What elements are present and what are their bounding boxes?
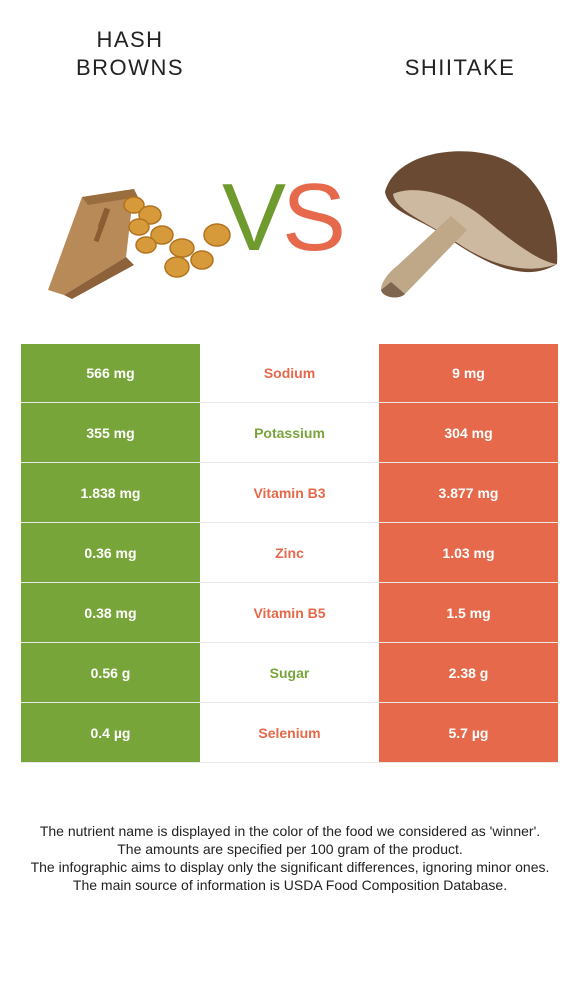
nutrient-name: Potassium bbox=[200, 402, 379, 463]
table-row: 0.36 mg Zinc 1.03 mg bbox=[21, 522, 558, 583]
shiitake-value: 3.877 mg bbox=[379, 462, 558, 523]
table-row: 0.4 µg Selenium 5.7 µg bbox=[21, 702, 558, 763]
note-winner-color: The nutrient name is displayed in the co… bbox=[39, 823, 541, 839]
shiitake-value: 2.38 g bbox=[379, 642, 558, 703]
hash-browns-value: 0.36 mg bbox=[21, 522, 200, 583]
shiitake-value: 1.5 mg bbox=[379, 582, 558, 643]
shiitake-value: 5.7 µg bbox=[379, 702, 558, 763]
vs-label: VS bbox=[222, 170, 346, 266]
note-per-100g: The amounts are specified per 100 gram o… bbox=[117, 841, 463, 857]
hash-browns-value: 0.4 µg bbox=[21, 702, 200, 763]
table-row: 355 mg Potassium 304 mg bbox=[21, 402, 558, 463]
nutrient-name: Sugar bbox=[200, 642, 379, 703]
vs-v: V bbox=[222, 164, 286, 271]
hash-browns-value: 1.838 mg bbox=[21, 462, 200, 523]
nutrient-name: Zinc bbox=[200, 522, 379, 583]
table-row: 0.56 g Sugar 2.38 g bbox=[21, 642, 558, 703]
hash-browns-value: 0.56 g bbox=[21, 642, 200, 703]
hash-browns-value: 355 mg bbox=[21, 402, 200, 463]
hash-browns-title-line1: HASH bbox=[96, 27, 164, 52]
hash-browns-value: 0.38 mg bbox=[21, 582, 200, 643]
hash-browns-image bbox=[48, 189, 231, 299]
note-significant-differences: The infographic aims to display only the… bbox=[30, 859, 550, 875]
nutrient-name: Sodium bbox=[200, 344, 379, 403]
table-row: 0.38 mg Vitamin B5 1.5 mg bbox=[21, 582, 558, 643]
table-row: 566 mg Sodium 9 mg bbox=[21, 344, 558, 403]
shiitake-title: SHIITAKE bbox=[404, 55, 516, 80]
hash-browns-value: 566 mg bbox=[21, 344, 200, 403]
nutrient-comparison-table: 566 mg Sodium 9 mg 355 mg Potassium 304 mg 1.8… bbox=[21, 344, 558, 763]
nutrient-name: Vitamin B3 bbox=[200, 462, 379, 523]
nutrient-name: Selenium bbox=[200, 702, 379, 763]
table-row: 1.838 mg Vitamin B3 3.877 mg bbox=[21, 462, 558, 523]
shiitake-value: 1.03 mg bbox=[379, 522, 558, 583]
note-source: The main source of information is USDA F… bbox=[72, 877, 508, 893]
shiitake-value: 304 mg bbox=[379, 402, 558, 463]
hero-images: VS bbox=[0, 140, 580, 310]
footnotes: The nutrient name is displayed in the co… bbox=[20, 822, 560, 894]
vs-s: S bbox=[282, 164, 346, 271]
shiitake-value: 9 mg bbox=[379, 344, 558, 403]
nutrient-name: Vitamin B5 bbox=[200, 582, 379, 643]
hash-browns-title: HASH BROWNS bbox=[40, 26, 220, 82]
shiitake-image bbox=[381, 151, 558, 298]
hash-browns-title-line2: BROWNS bbox=[76, 55, 184, 80]
